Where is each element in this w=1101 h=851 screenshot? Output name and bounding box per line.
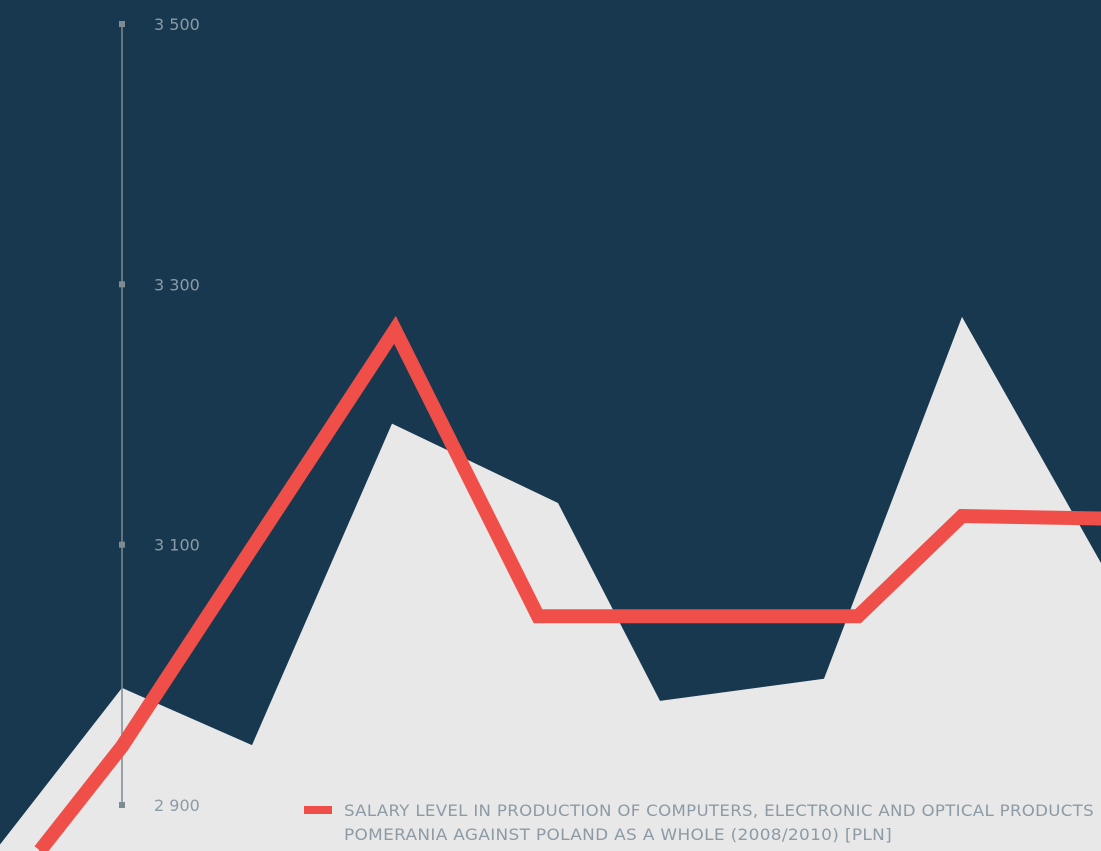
line-point <box>121 745 123 748</box>
line-point <box>537 615 539 618</box>
y-tick-label: 3 500 <box>154 15 200 34</box>
y-tick-mark <box>119 281 125 288</box>
legend-text-line-2: POMERANIA AGAINST POLAND AS A WHOLE (200… <box>344 825 892 844</box>
y-tick-label: 3 100 <box>154 536 200 555</box>
y-tick-mark <box>119 21 125 27</box>
line-point <box>741 615 743 618</box>
line-point <box>961 515 963 517</box>
line-point <box>639 615 641 618</box>
legend-text-line-1: SALARY LEVEL IN PRODUCTION OF COMPUTERS,… <box>344 801 1094 820</box>
line-point <box>857 615 859 618</box>
legend: SALARY LEVEL IN PRODUCTION OF COMPUTERS,… <box>304 801 1094 844</box>
y-tick-mark <box>119 802 125 808</box>
y-tick-label: 3 300 <box>154 275 200 294</box>
line-point <box>394 328 396 331</box>
y-tick-label: 2 900 <box>154 796 200 815</box>
legend-swatch <box>304 806 332 814</box>
area-series <box>0 316 1101 851</box>
y-tick-mark <box>119 541 125 548</box>
y-axis-ticks: 3 500 3 300 3 100 2 900 <box>119 15 200 815</box>
